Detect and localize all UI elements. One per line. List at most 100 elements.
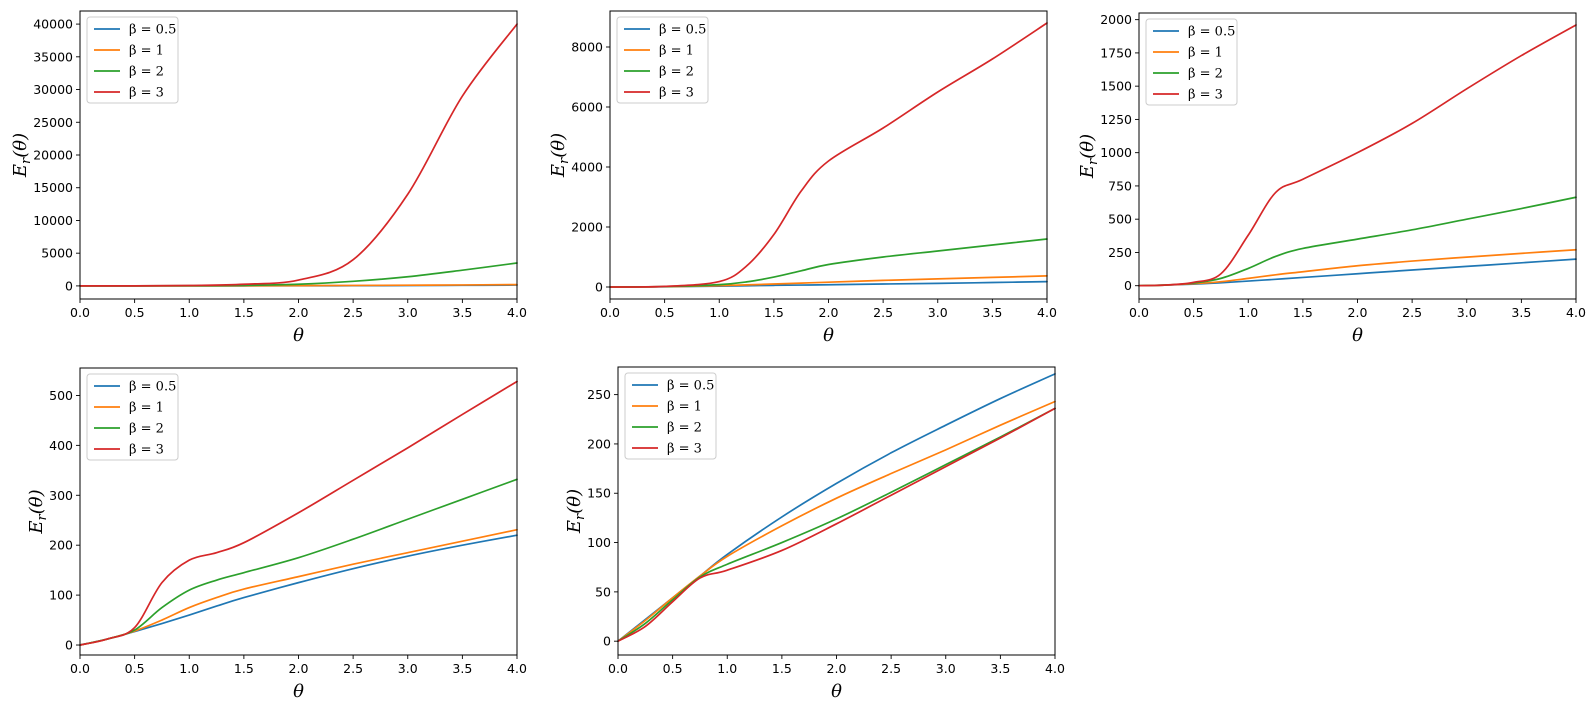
legend-label: β = 1 — [129, 401, 164, 416]
y-axis-label: Er(θ) — [10, 133, 34, 178]
legend: β = 0.5 β = 1 β = 2 β = 3 — [86, 16, 179, 104]
y-tick-label: 2000 — [571, 220, 603, 235]
x-tick-label: 2.0 — [819, 305, 839, 320]
legend: β = 0.5 β = 1 β = 2 β = 3 — [1145, 18, 1238, 106]
legend-label: β = 2 — [129, 65, 164, 80]
x-tick-label: 2.0 — [289, 661, 309, 676]
legend-box — [624, 372, 717, 460]
y-axis-label: Er(θ) — [26, 489, 50, 534]
x-tick-label: 2.5 — [343, 305, 363, 320]
y-tick-label: 750 — [1108, 178, 1132, 193]
x-tick-label: 0.0 — [600, 305, 620, 320]
y-tick-label: 2000 — [1100, 12, 1132, 27]
x-axis-label: θ — [293, 325, 304, 346]
series-line-beta-3 — [1138, 196, 1577, 287]
legend-label: β = 3 — [667, 442, 702, 457]
subplot-1: 0.0 0.5 1.0 1.5 2.0 2.5 3.0 3.5 4.0 0 5000 10000 150… — [10, 10, 527, 346]
x-tick-label: 3.5 — [1511, 305, 1531, 320]
subplot-4: 0.0 0.5 1.0 1.5 2.0 2.5 3.0 3.5 4.0 0 100 200 300 400… — [26, 367, 527, 702]
series-line-beta-3 — [79, 478, 518, 646]
series-line-beta-3 — [79, 262, 518, 287]
y-tick-label: 400 — [49, 438, 73, 453]
legend-label: β = 0.5 — [659, 23, 706, 38]
y-tick-label: 200 — [587, 436, 611, 451]
y-tick-label: 100 — [587, 535, 611, 550]
legend-label: β = 0.5 — [1188, 25, 1235, 40]
y-tick-label: 5000 — [41, 246, 73, 261]
x-tick-label: 3.0 — [398, 305, 418, 320]
x-tick-label: 3.5 — [452, 661, 472, 676]
series-line-beta-1 — [79, 534, 518, 646]
y-tick-label: 20000 — [33, 148, 73, 163]
y-tick-label: 300 — [49, 488, 73, 503]
x-tick-label: 2.5 — [343, 661, 363, 676]
subplot-5: 0.0 0.5 1.0 1.5 2.0 2.5 3.0 3.5 4.0 0 50 100 150 200 2… — [564, 366, 1065, 702]
series-line-beta-4 — [617, 407, 1056, 643]
y-tick-label: 100 — [49, 588, 73, 603]
y-tick-label: 500 — [1108, 212, 1132, 227]
legend-label: β = 1 — [667, 400, 702, 415]
legend-label: β = 0.5 — [129, 380, 176, 395]
x-tick-label: 1.5 — [234, 305, 254, 320]
x-axis-label: θ — [293, 681, 304, 702]
series-line-beta-4 — [79, 380, 518, 646]
x-tick-label: 1.5 — [1293, 305, 1313, 320]
x-tick-label: 3.5 — [452, 305, 472, 320]
legend-box — [86, 373, 179, 461]
legend-label: β = 0.5 — [129, 23, 176, 38]
y-tick-label: 0 — [65, 278, 73, 293]
legend-label: β = 3 — [129, 443, 164, 458]
legend: β = 0.5 β = 1 β = 2 β = 3 — [616, 16, 709, 104]
y-tick-label: 10000 — [33, 213, 73, 228]
y-tick-label: 30000 — [33, 82, 73, 97]
x-axis-label: θ — [831, 681, 842, 702]
legend: β = 0.5 β = 1 β = 2 β = 3 — [86, 373, 179, 461]
x-tick-label: 0.5 — [655, 305, 675, 320]
legend-box — [1145, 18, 1238, 106]
x-tick-label: 1.0 — [709, 305, 729, 320]
x-tick-label: 3.0 — [936, 661, 956, 676]
series-line-beta-3 — [617, 407, 1056, 643]
subplot-3: 0.0 0.5 1.0 1.5 2.0 2.5 3.0 3.5 4.0 0 250 500 750 100… — [1077, 12, 1586, 346]
y-tick-label: 6000 — [571, 100, 603, 115]
x-tick-label: 4.0 — [507, 305, 527, 320]
legend-label: β = 1 — [659, 44, 694, 59]
y-tick-label: 40000 — [33, 17, 73, 32]
legend-label: β = 1 — [129, 44, 164, 59]
y-tick-label: 25000 — [33, 115, 73, 130]
y-tick-label: 35000 — [33, 49, 73, 64]
legend-label: β = 2 — [667, 421, 702, 436]
legend-label: β = 2 — [129, 422, 164, 437]
legend-label: β = 3 — [1188, 88, 1223, 103]
series-line-beta-4 — [79, 23, 518, 287]
legend-label: β = 2 — [1188, 67, 1223, 82]
y-tick-label: 15000 — [33, 180, 73, 195]
x-tick-label: 3.5 — [990, 661, 1010, 676]
y-tick-label: 4000 — [571, 160, 603, 175]
x-tick-label: 2.5 — [881, 661, 901, 676]
series-line-beta-3 — [609, 238, 1048, 288]
y-tick-label: 250 — [1108, 245, 1132, 260]
y-tick-label: 500 — [49, 388, 73, 403]
series-line-beta-4 — [1138, 24, 1577, 287]
x-axis-label: θ — [823, 325, 834, 346]
y-tick-label: 1250 — [1100, 112, 1132, 127]
x-tick-label: 1.5 — [772, 661, 792, 676]
x-tick-label: 4.0 — [1045, 661, 1065, 676]
y-tick-label: 0 — [1124, 278, 1132, 293]
y-tick-label: 50 — [595, 584, 611, 599]
x-tick-label: 4.0 — [1037, 305, 1057, 320]
x-tick-label: 0.0 — [70, 661, 90, 676]
x-tick-label: 1.5 — [234, 661, 254, 676]
y-axis-label: Er(θ) — [1077, 134, 1101, 179]
x-tick-label: 4.0 — [1566, 305, 1586, 320]
x-tick-label: 1.5 — [764, 305, 784, 320]
x-tick-label: 0.0 — [1129, 305, 1149, 320]
x-tick-label: 3.5 — [982, 305, 1002, 320]
x-tick-label: 0.5 — [663, 661, 683, 676]
x-tick-label: 1.0 — [179, 305, 199, 320]
y-tick-label: 250 — [587, 387, 611, 402]
legend: β = 0.5 β = 1 β = 2 β = 3 — [624, 372, 717, 460]
x-tick-label: 1.0 — [1238, 305, 1258, 320]
